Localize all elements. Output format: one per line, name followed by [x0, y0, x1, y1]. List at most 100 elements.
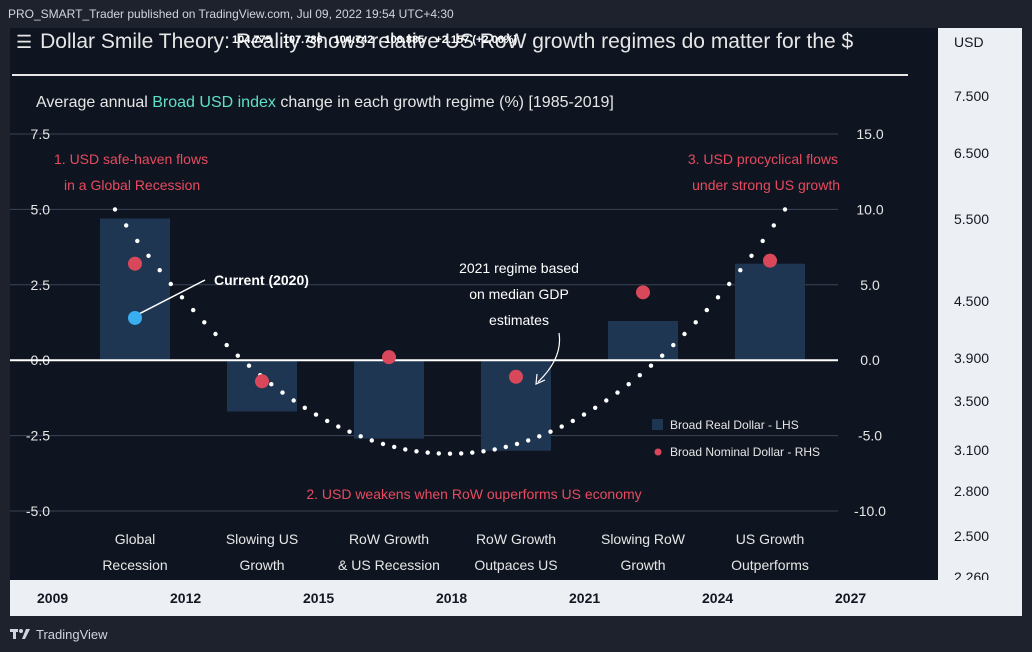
smile-curve-dot: [213, 331, 218, 337]
smile-curve-dot: [302, 405, 307, 410]
smile-curve-dot: [626, 382, 631, 387]
subtitle-prefix: Average annual: [36, 94, 153, 111]
smile-curve-dot: [470, 450, 475, 455]
smile-curve-dot: [280, 390, 285, 395]
smile-curve-dot: [660, 353, 665, 358]
smile-curve-dot: [414, 449, 419, 454]
smile-curve-dot: [246, 363, 252, 368]
annotation-1-line1: 1. USD safe-haven flows: [54, 151, 208, 167]
current-2020-label: Current (2020): [214, 272, 309, 288]
menu-icon[interactable]: ☰: [16, 32, 33, 52]
price-label: 4.500: [954, 293, 990, 309]
time-label: 2009: [37, 590, 69, 606]
dot-nominal-dollar: [382, 350, 396, 365]
smile-curve-dot: [492, 447, 497, 452]
smile-curve-dot: [682, 331, 687, 337]
smile-curve-dot: [380, 441, 386, 447]
smile-curve-dot: [325, 418, 330, 424]
time-scale[interactable]: 2009 2012 2015 2018 2021 2024 2027: [10, 580, 1022, 616]
smile-curve-dot: [548, 429, 553, 434]
chart-area[interactable]: ☰ Dollar Smile Theory: Reality shows rela…: [10, 28, 938, 580]
category-label-line1: RoW Growth: [349, 531, 429, 547]
smile-curve-dot: [157, 268, 162, 273]
category-label-line2: & US Recession: [338, 557, 440, 573]
annotation-1-line2: in a Global Recession: [64, 177, 200, 193]
plot-svg: 7.55.02.50.0-2.5-5.015.010.05.00.0-5.0-1…: [10, 126, 886, 573]
smile-curve-dot: [313, 412, 319, 417]
smile-curve-dot: [526, 438, 531, 443]
category-label-line1: Slowing US: [226, 531, 298, 547]
regime-note-arrow: [537, 332, 561, 383]
smile-curve-dot: [704, 307, 709, 313]
smile-curve-dot: [727, 281, 732, 287]
right-axis-tick: 5.0: [860, 277, 880, 293]
smile-curve-dot: [771, 223, 776, 228]
bar-real-dollar: [354, 360, 424, 439]
smile-curve-dot: [447, 451, 453, 456]
right-axis-tick: 10.0: [856, 201, 883, 217]
subtitle-suffix: change in each growth regime (%) [1985-2…: [275, 94, 614, 111]
annotation-3-line1: 3. USD procyclical flows: [688, 151, 838, 167]
smile-curve-dot: [235, 353, 240, 358]
dot-nominal-dollar: [128, 256, 142, 271]
time-label: 2015: [303, 590, 335, 606]
price-label: 6.500: [954, 145, 990, 161]
time-label: 2021: [569, 590, 601, 606]
subtitle-highlight: Broad USD index: [152, 94, 276, 111]
right-axis-tick: -5.0: [858, 428, 882, 444]
smile-curve-dot: [124, 223, 129, 228]
tradingview-logo-icon: [10, 629, 30, 639]
smile-curve-dot: [782, 207, 788, 212]
time-label: 2018: [436, 590, 468, 606]
right-axis-tick: 0.0: [860, 352, 880, 368]
right-axis-tick: -10.0: [854, 503, 886, 519]
regime-note-arrowhead: [535, 373, 546, 385]
price-scale[interactable]: USD 7.500 6.500 5.500 4.500 3.900 3.500 …: [938, 28, 1022, 580]
bar-real-dollar: [100, 218, 170, 361]
smile-curve-dot: [168, 281, 173, 287]
footer-brand[interactable]: TradingView: [36, 626, 108, 642]
category-label-line2: Outpaces US: [474, 557, 557, 573]
legend-swatch-bar: [652, 419, 663, 430]
price-label: 3.500: [954, 393, 990, 409]
price-label: 3.900: [954, 350, 990, 366]
dot-nominal-dollar: [509, 369, 523, 384]
ohlc-change: +2.157 (+2.06%): [435, 34, 518, 46]
price-label: 2.500: [954, 528, 990, 544]
chart-title: ☰ Dollar Smile Theory: Reality shows rela…: [16, 30, 853, 54]
time-label: 2012: [170, 590, 202, 606]
smile-curve-dot: [693, 320, 698, 325]
left-axis-tick: -5.0: [26, 503, 50, 519]
smile-curve-dot: [191, 307, 196, 313]
smile-curve-dot: [738, 268, 743, 273]
smile-curve-dot: [648, 363, 654, 368]
smile-curve-dot: [481, 449, 486, 454]
smile-curve-dot: [760, 238, 765, 244]
price-label: 2.800: [954, 483, 990, 499]
ohlc-close: 106.885: [384, 34, 425, 46]
smile-curve-dot: [135, 238, 140, 244]
right-axis-tick: 15.0: [856, 126, 883, 142]
price-label: 2.260: [954, 569, 990, 580]
smile-curve-dot: [503, 444, 508, 450]
category-label-line2: Outperforms: [731, 557, 809, 573]
smile-curve-dot: [179, 295, 185, 300]
left-axis-tick: 2.5: [31, 277, 51, 293]
price-label: 7.500: [954, 88, 990, 104]
price-label: 3.100: [954, 442, 990, 458]
smile-curve-dot: [336, 424, 341, 429]
smile-curve-dot: [202, 320, 207, 325]
time-label: 2027: [835, 590, 867, 606]
smile-curve-dot: [358, 434, 363, 439]
current-pointer-line: [138, 279, 206, 315]
time-label: 2024: [702, 590, 734, 606]
legend-swatch-dot: [654, 448, 662, 456]
category-label-line1: Global: [115, 531, 155, 547]
smile-curve-dot: [615, 390, 620, 395]
smile-curve-dot: [537, 434, 542, 439]
smile-curve-dot: [459, 451, 464, 456]
title-divider: [12, 74, 908, 76]
smile-curve-dot: [570, 418, 575, 424]
regime-note-line: on median GDP: [469, 286, 569, 302]
smile-curve-dot: [425, 450, 430, 455]
